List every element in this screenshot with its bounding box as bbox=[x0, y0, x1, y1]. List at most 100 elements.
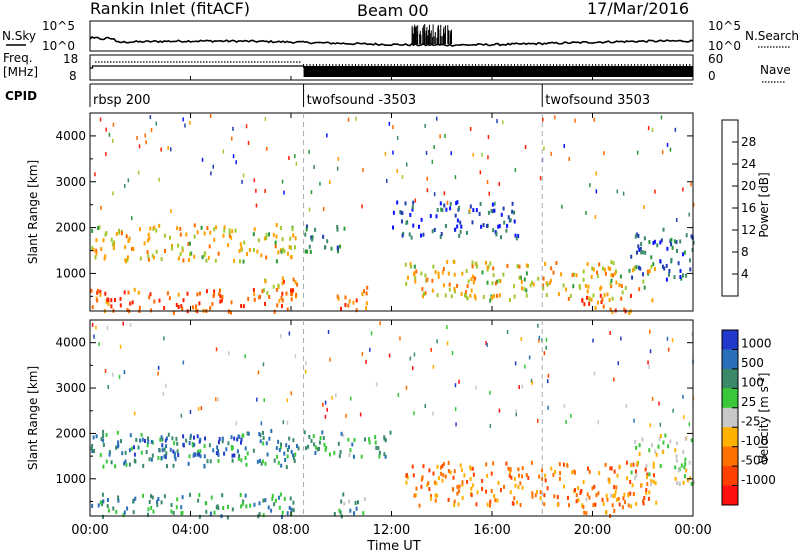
heatmap-cell bbox=[590, 297, 593, 302]
heatmap-cell bbox=[246, 431, 249, 436]
heatmap-cell bbox=[277, 495, 280, 500]
heatmap-speckle bbox=[280, 334, 282, 339]
heatmap-cell bbox=[440, 471, 443, 476]
heatmap-cell bbox=[548, 281, 551, 285]
heatmap-cell bbox=[500, 235, 502, 240]
heatmap-cell bbox=[466, 296, 469, 301]
heatmap-cell bbox=[653, 473, 655, 478]
heatmap-cell bbox=[546, 486, 549, 491]
heatmap-cell bbox=[91, 443, 94, 448]
heatmap-cell bbox=[674, 448, 677, 453]
heatmap-cell bbox=[384, 454, 387, 459]
heatmap-cell bbox=[684, 474, 686, 479]
heatmap-cell bbox=[643, 285, 646, 290]
heatmap-cell bbox=[163, 494, 166, 499]
beam-title: Beam 00 bbox=[357, 1, 429, 20]
heatmap-speckle bbox=[136, 136, 138, 140]
heatmap-cell bbox=[569, 293, 572, 298]
heatmap-cell bbox=[655, 452, 658, 457]
heatmap-cell bbox=[145, 450, 148, 455]
heatmap-cell bbox=[365, 291, 368, 296]
heatmap-cell bbox=[525, 288, 528, 293]
heatmap-speckle bbox=[543, 351, 546, 356]
heatmap-cell bbox=[363, 497, 366, 502]
heatmap-cell bbox=[236, 437, 239, 442]
heatmap-cell bbox=[466, 479, 469, 484]
heatmap-cell bbox=[311, 235, 314, 240]
heatmap-cell bbox=[296, 282, 299, 287]
heatmap-cell bbox=[117, 440, 120, 445]
heatmap-cell bbox=[644, 250, 647, 255]
heatmap-cell bbox=[400, 210, 403, 215]
heatmap-speckle bbox=[99, 117, 102, 122]
heatmap-cell bbox=[653, 239, 656, 244]
heatmap-cell bbox=[660, 238, 663, 243]
heatmap-cell bbox=[262, 441, 265, 446]
heatmap-cell bbox=[349, 448, 352, 453]
heatmap-cell bbox=[600, 300, 603, 304]
heatmap-cell bbox=[657, 444, 660, 449]
heatmap-cell bbox=[514, 233, 517, 238]
heatmap-cell bbox=[240, 304, 243, 308]
heatmap-speckle bbox=[209, 114, 212, 118]
heatmap-cell bbox=[472, 208, 475, 213]
heatmap-cell bbox=[442, 462, 445, 466]
heatmap-cell bbox=[482, 295, 485, 299]
heatmap-cell bbox=[206, 459, 209, 464]
heatmap-speckle bbox=[242, 173, 245, 178]
heatmap-cell bbox=[152, 509, 155, 514]
heatmap-cell bbox=[383, 452, 386, 457]
heatmap-cell bbox=[494, 498, 497, 503]
heatmap-speckle bbox=[253, 178, 256, 183]
heatmap-cell bbox=[574, 488, 576, 493]
heatmap-cell bbox=[126, 255, 129, 260]
heatmap-cell bbox=[165, 451, 168, 456]
heatmap-cell bbox=[463, 473, 466, 478]
heatmap-cell bbox=[606, 292, 609, 297]
heatmap-cell bbox=[486, 473, 489, 478]
heatmap-speckle bbox=[690, 182, 692, 187]
heatmap-speckle bbox=[93, 334, 95, 339]
heatmap-cell bbox=[292, 453, 295, 458]
heatmap-cell bbox=[486, 265, 489, 270]
heatmap-cell bbox=[218, 437, 221, 441]
heatmap-speckle bbox=[396, 136, 399, 140]
heatmap-cell bbox=[413, 264, 416, 269]
heatmap-cell bbox=[476, 264, 479, 269]
heatmap-cell bbox=[222, 233, 225, 238]
heatmap-speckle bbox=[531, 381, 534, 385]
heatmap-speckle bbox=[409, 356, 412, 361]
heatmap-cell bbox=[99, 292, 102, 297]
heatmap-speckle bbox=[155, 121, 157, 126]
heatmap-cell bbox=[290, 288, 292, 293]
heatmap-cell bbox=[181, 510, 184, 515]
heatmap-cell bbox=[281, 515, 283, 519]
heatmap-cell bbox=[613, 508, 616, 513]
heatmap-cell bbox=[586, 289, 589, 294]
heatmap-cell bbox=[111, 242, 114, 247]
heatmap-cell bbox=[294, 236, 297, 241]
heatmap-cell bbox=[479, 201, 482, 206]
heatmap-cell bbox=[209, 459, 212, 464]
heatmap-cell bbox=[668, 268, 671, 273]
heatmap-speckle bbox=[528, 355, 531, 360]
heatmap-cell bbox=[392, 225, 394, 230]
colorbar-swatch bbox=[722, 485, 738, 506]
heatmap-cell bbox=[110, 460, 113, 465]
heatmap-speckle bbox=[613, 377, 615, 382]
heatmap-speckle bbox=[545, 345, 547, 350]
heatmap-cell bbox=[404, 262, 407, 267]
heatmap-cell bbox=[316, 447, 319, 452]
heatmap-cell bbox=[275, 259, 278, 264]
heatmap-cell bbox=[292, 500, 295, 505]
heatmap-cell bbox=[531, 491, 534, 496]
heatmap-cell bbox=[662, 264, 664, 269]
heatmap-cell bbox=[140, 432, 143, 437]
heatmap-cell bbox=[348, 499, 351, 504]
heatmap-speckle bbox=[651, 397, 654, 401]
heatmap-speckle bbox=[672, 408, 674, 413]
heatmap-speckle bbox=[574, 118, 576, 123]
colorbar-label: 25 bbox=[741, 395, 756, 409]
heatmap-cell bbox=[112, 246, 115, 251]
heatmap-cell bbox=[223, 225, 226, 230]
